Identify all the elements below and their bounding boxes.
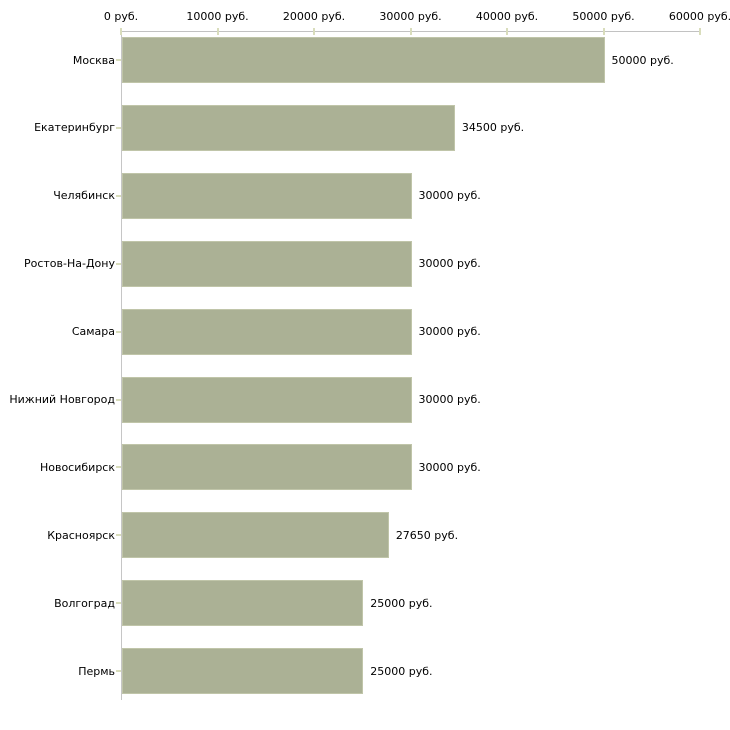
category-tick — [116, 194, 121, 197]
x-axis-tick-label: 20000 руб. — [282, 10, 346, 23]
value-label: 30000 руб. — [418, 257, 481, 271]
category-label: Екатеринбург — [34, 121, 115, 135]
category-tick — [116, 59, 121, 61]
category-tick — [116, 466, 121, 469]
bar — [122, 308, 412, 355]
y-axis-line — [121, 31, 122, 700]
bar — [122, 172, 412, 219]
x-axis-tick-label: 30000 руб. — [379, 10, 442, 23]
category-tick — [116, 534, 121, 537]
category-label: Нижний Новгород — [9, 393, 115, 406]
category-tick — [116, 602, 121, 605]
bar — [122, 37, 605, 83]
bar — [122, 376, 412, 423]
x-axis-tick-label: 50000 руб. — [572, 10, 635, 23]
category-tick — [116, 670, 121, 673]
value-label: 34500 руб. — [461, 121, 525, 135]
category-label: Самара — [71, 325, 115, 339]
bar — [122, 648, 364, 695]
bar — [122, 240, 412, 287]
value-label: 30000 руб. — [418, 393, 481, 406]
category-tick — [116, 330, 121, 333]
category-label: Ростов-На-Дону — [23, 257, 115, 271]
bar — [122, 104, 455, 151]
x-axis-tick — [699, 28, 701, 35]
bar — [122, 444, 412, 491]
x-axis-tick — [602, 28, 605, 35]
category-label: Красноярск — [47, 528, 115, 542]
bar — [122, 512, 389, 559]
category-label: Волгоград — [54, 596, 115, 610]
x-axis-tick-label: 40000 руб. — [475, 10, 539, 23]
x-axis-tick — [313, 28, 315, 35]
category-tick — [116, 398, 121, 401]
bar — [122, 580, 364, 627]
value-label: 50000 руб. — [611, 53, 674, 67]
category-tick — [116, 262, 121, 265]
x-axis-tick — [216, 28, 219, 35]
value-label: 30000 руб. — [418, 325, 481, 339]
x-axis-tick — [120, 28, 122, 35]
category-label: Пермь — [78, 664, 115, 678]
value-label: 30000 руб. — [418, 189, 481, 203]
category-label: Челябинск — [53, 189, 115, 203]
category-label: Новосибирск — [39, 460, 115, 474]
x-axis-tick-label: 60000 руб. — [668, 10, 730, 23]
category-tick — [116, 126, 121, 129]
x-axis-tick — [506, 28, 508, 35]
value-label: 30000 руб. — [418, 460, 481, 474]
x-axis-tick-label: 10000 руб. — [186, 10, 249, 23]
value-label: 25000 руб. — [370, 664, 433, 678]
value-label: 25000 руб. — [370, 596, 433, 610]
x-axis-tick — [409, 28, 412, 35]
x-axis-tick-label: 0 руб. — [103, 10, 139, 23]
value-label: 27650 руб. — [395, 528, 459, 542]
category-label: Москва — [72, 53, 115, 67]
